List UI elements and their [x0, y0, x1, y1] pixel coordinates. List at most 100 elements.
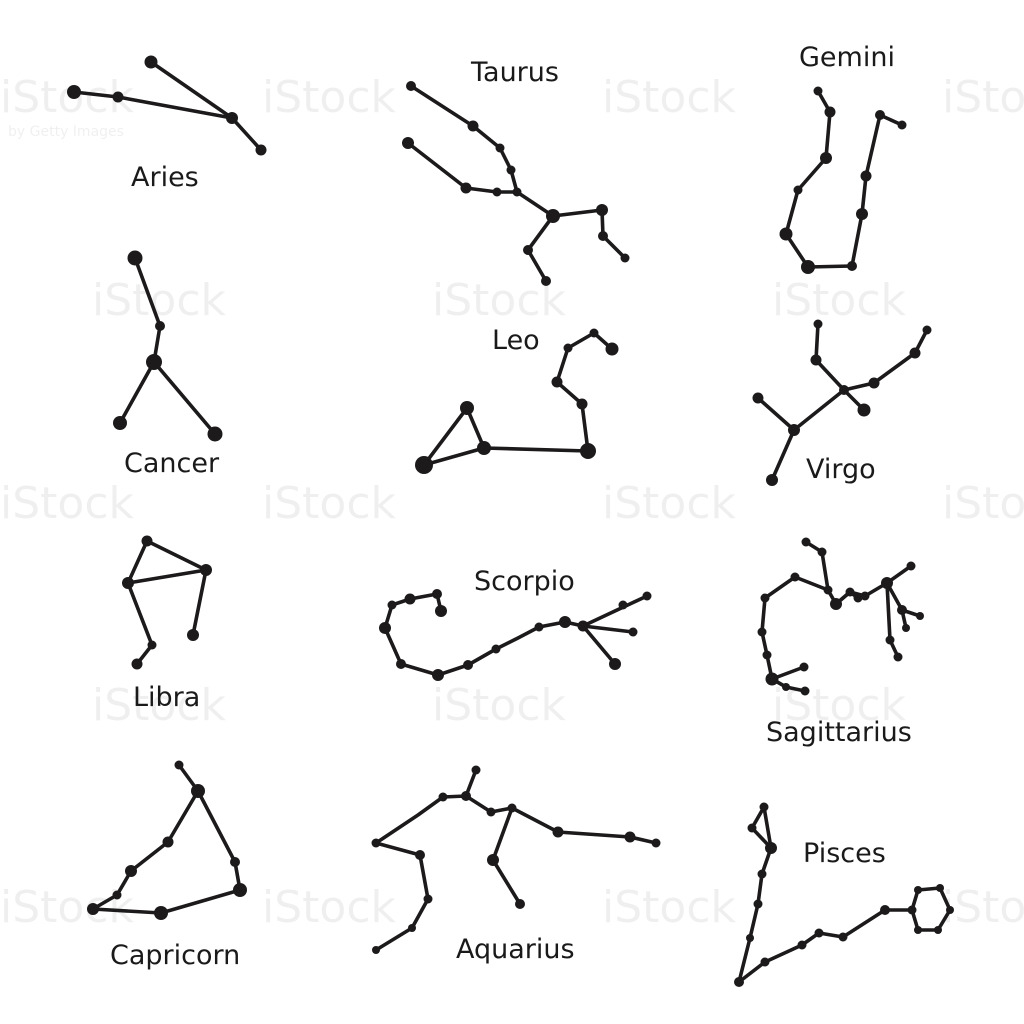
star [934, 926, 942, 934]
star [790, 572, 800, 582]
star [810, 354, 822, 366]
constellation-line [842, 328, 929, 392]
star [230, 857, 240, 867]
star [507, 803, 517, 813]
star [191, 784, 205, 798]
star [552, 826, 564, 838]
constellation-line [409, 84, 604, 218]
constellation-sagittarius: Sagittarius [757, 537, 924, 748]
star [838, 932, 848, 942]
constellation-label-cancer: Cancer [124, 448, 220, 479]
star [801, 260, 815, 274]
star [909, 347, 921, 359]
constellation-aries: Aries [67, 55, 267, 193]
constellation-line [126, 539, 208, 585]
star [486, 807, 496, 817]
constellation-line [374, 768, 478, 845]
star [131, 658, 143, 670]
star [747, 823, 757, 833]
star [125, 865, 137, 877]
constellation-label-scorpio: Scorpio [474, 566, 575, 597]
star [598, 231, 608, 241]
watermark-brand: iStock [0, 882, 135, 933]
watermark: iStock by Getty Images iStock iStock iSt… [0, 72, 1024, 933]
star [387, 600, 397, 610]
constellation-label-aquarius: Aquarius [456, 934, 575, 965]
star [580, 443, 596, 459]
constellation-label-sagittarius: Sagittarius [766, 717, 912, 748]
star [814, 928, 824, 938]
star [589, 328, 599, 338]
star [461, 791, 471, 801]
star [734, 977, 744, 987]
star [551, 376, 563, 388]
star [620, 253, 630, 263]
star [141, 535, 153, 547]
star [406, 81, 416, 91]
star [762, 650, 772, 660]
watermark-brand: iStock [772, 275, 907, 326]
star [559, 616, 571, 628]
constellation-line [149, 60, 234, 120]
star [495, 143, 505, 153]
watermark-brand: iStock [92, 680, 227, 731]
star [753, 899, 763, 909]
star [897, 120, 907, 130]
star [813, 319, 823, 329]
star [875, 110, 885, 120]
star [642, 591, 652, 601]
star [122, 577, 134, 589]
constellation-line [581, 624, 617, 666]
constellation-label-virgo: Virgo [806, 454, 876, 485]
star [760, 593, 770, 603]
constellation-line [737, 805, 914, 984]
star [563, 343, 573, 353]
star [936, 884, 944, 892]
constellation-line [760, 575, 830, 681]
star [432, 669, 444, 681]
constellation-label-libra: Libra [133, 682, 200, 713]
star [408, 924, 416, 932]
watermark-brand: iStock [602, 882, 737, 933]
star [491, 644, 501, 654]
star [857, 403, 871, 417]
star [853, 593, 863, 603]
star [187, 629, 199, 641]
star [127, 250, 143, 266]
constellation-line [72, 90, 263, 152]
constellation-cancer: Cancer [113, 250, 223, 479]
star [759, 802, 769, 812]
star [144, 55, 158, 69]
star [839, 385, 849, 395]
constellation-pisces: Pisces [734, 802, 954, 987]
constellation-scorpio: Scorpio [379, 566, 652, 681]
constellation-line [118, 256, 162, 425]
star [605, 342, 619, 356]
star [817, 547, 827, 557]
star [801, 537, 811, 547]
star [856, 208, 868, 220]
star [233, 883, 247, 897]
constellation-line [762, 805, 773, 850]
constellation-line [191, 568, 208, 637]
watermark-brand: iStock [602, 72, 737, 123]
star [396, 659, 406, 669]
star [651, 838, 661, 848]
star [506, 165, 516, 175]
star [463, 660, 473, 670]
watermark-brand: iStock [942, 882, 1024, 933]
star [893, 652, 903, 662]
star [200, 564, 212, 576]
star [746, 934, 754, 942]
star [628, 627, 638, 637]
star [765, 672, 779, 686]
star [155, 321, 165, 331]
star [881, 577, 893, 589]
star [609, 658, 621, 670]
constellation-line [792, 388, 866, 432]
watermark-brand: iStock [262, 72, 397, 123]
star [760, 957, 770, 967]
star [515, 899, 525, 909]
star [885, 635, 895, 645]
